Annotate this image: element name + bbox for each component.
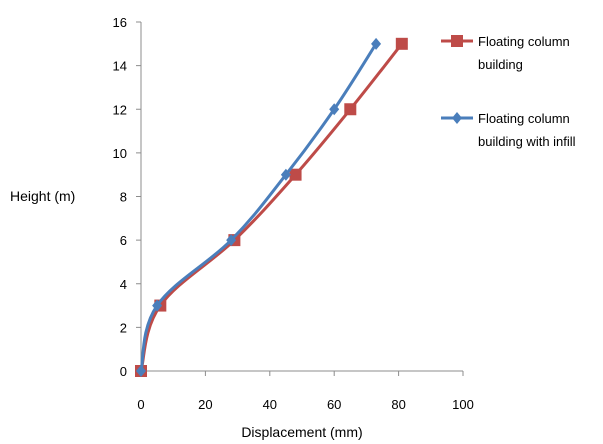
series-line [139,42,403,372]
legend-label: building with infill [478,134,576,149]
x-tick-label: 60 [327,397,341,412]
y-tick-label: 12 [113,102,127,117]
series-layer [135,37,408,377]
y-tick-label: 8 [120,190,127,205]
y-axis-title: Height (m) [10,188,75,204]
y-tick-label: 2 [120,320,127,335]
x-tick-label: 100 [452,397,474,412]
y-tick-label: 6 [120,233,127,248]
y-tick-label: 16 [113,15,127,30]
x-tick-label: 80 [391,397,405,412]
series-2 [136,37,382,377]
legend: Floating column building Floating column bu… [441,34,576,149]
legend-item-1: Floating column building [441,34,570,72]
x-axis-title: Displacement (mm) [241,424,362,440]
data-point [344,103,357,116]
legend-item-2: Floating column building with infill [441,111,576,149]
y-tick-label: 14 [113,59,127,74]
series-line [139,43,378,372]
data-point [136,365,146,377]
data-point [371,37,382,50]
data-point [395,37,408,50]
data-point [280,168,291,181]
x-tick-label: 40 [263,397,277,412]
legend-label: Floating column [478,34,570,49]
legend-label: Floating column [478,111,570,126]
legend-marker [451,35,463,47]
series-1 [135,37,408,377]
y-tick-label: 4 [120,277,127,292]
axes: 0 2 4 6 8 10 12 14 16 0 20 40 60 80 100 [113,15,474,412]
y-tick-label: 0 [120,364,127,379]
legend-label: building [478,57,523,72]
data-point [152,299,163,312]
data-point [329,103,340,116]
data-point [226,234,237,247]
data-point [289,168,302,181]
x-tick-label: 0 [137,397,144,412]
y-tick-label: 10 [113,146,127,161]
legend-marker [452,112,462,124]
x-tick-label: 20 [198,397,212,412]
